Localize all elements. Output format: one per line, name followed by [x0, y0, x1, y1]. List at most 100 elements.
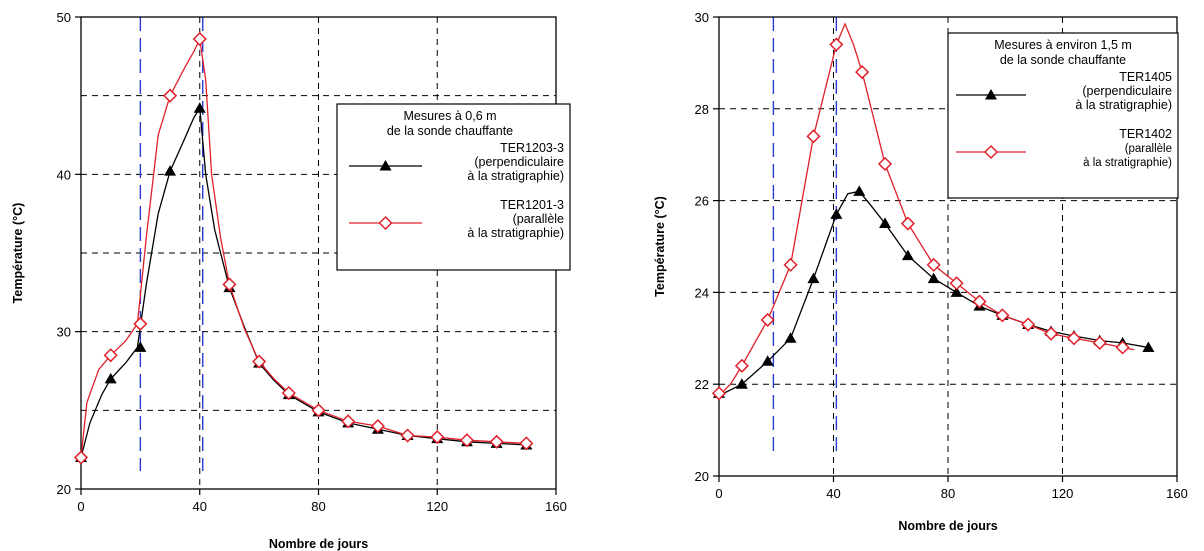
- legend-entry-text: (parallèle: [513, 212, 564, 226]
- x-axis-label: Nombre de jours: [269, 537, 368, 551]
- series-1-point: [430, 430, 445, 445]
- series-0-point: [950, 286, 963, 297]
- x-axis-label: Nombre de jours: [898, 519, 997, 533]
- series-1-point: [783, 257, 798, 272]
- x-tick-label: 80: [311, 499, 325, 514]
- legend-entry-text: (perpendiculaire: [474, 155, 564, 169]
- legend-header: de la sonde chauffante: [387, 124, 513, 138]
- series-group: [711, 22, 1155, 401]
- series-1-point: [519, 436, 534, 451]
- y-tick-label: 40: [57, 167, 71, 182]
- y-tick-label: 30: [57, 325, 71, 340]
- phase-lines: [139, 17, 204, 471]
- x-tick-label: 160: [1166, 486, 1188, 501]
- legend-marker-1: [378, 215, 393, 231]
- legend-entry-text: à la stratigraphie): [1083, 157, 1172, 169]
- x-tick-label: 80: [941, 486, 955, 501]
- legend-entry-text: à la stratigraphie): [1075, 98, 1172, 112]
- legend-entry-text: (parallèle: [1125, 143, 1172, 155]
- x-tick-label: 120: [1052, 486, 1074, 501]
- series-1-point: [252, 354, 267, 369]
- y-tick-label: 20: [695, 469, 709, 484]
- series-1-point: [734, 358, 749, 373]
- axis-ticks: 0 40 80 120 160 20 22 24 26 28 30: [695, 10, 1188, 501]
- y-tick-label: 26: [695, 194, 709, 209]
- legend-header: Mesures à environ 1,5 m: [994, 38, 1132, 52]
- legend-entry-text: (perpendiculaire: [1082, 84, 1172, 98]
- series-1-point: [163, 88, 178, 103]
- y-axis-label: Température (°C): [653, 196, 667, 297]
- x-tick-label: 40: [193, 499, 207, 514]
- series-1-point: [1066, 331, 1082, 346]
- x-tick-label: 160: [545, 499, 567, 514]
- series-1-point: [829, 37, 844, 52]
- series-1-point: [1115, 340, 1130, 355]
- phase-lines: [772, 17, 838, 458]
- series-1-point: [370, 419, 385, 434]
- series-1-point: [877, 156, 893, 171]
- legend-marker-0: [379, 160, 392, 171]
- series-0-line: [80, 106, 527, 458]
- legend: Mesures à environ 1,5 mde la sonde chauf…: [947, 32, 1179, 199]
- legend-marker-0: [985, 89, 997, 100]
- y-tick-label: 22: [695, 377, 709, 392]
- x-tick-label: 0: [77, 499, 84, 514]
- series-0-point: [164, 165, 177, 176]
- series-1-point: [281, 385, 296, 401]
- series-1-point: [133, 316, 148, 331]
- series-0-point: [879, 217, 892, 229]
- series-0-line: [718, 190, 1149, 397]
- series-0-point: [134, 341, 147, 352]
- series-1-line: [80, 36, 527, 458]
- series-1-point: [73, 450, 89, 465]
- series-0-point: [761, 355, 774, 366]
- series-1-point: [222, 277, 237, 292]
- series-1-point: [972, 294, 987, 309]
- legend-entry-text: TER1402: [1119, 127, 1172, 141]
- series-1-point: [855, 65, 870, 80]
- axis-ticks: 0 40 80 120 160 20 30 40 50: [57, 10, 567, 514]
- series-1-point: [459, 433, 474, 448]
- chart-right: 0 40 80 120 160 20 22 24 26 28 30 Mesures à enviro…: [653, 10, 1188, 533]
- series-1-point: [900, 216, 915, 231]
- series-1-point: [103, 348, 118, 363]
- series-group: [73, 31, 534, 465]
- series-0-point: [104, 372, 117, 384]
- series-0-point: [853, 185, 866, 196]
- series-1-point: [311, 403, 326, 418]
- series-0-point: [807, 272, 820, 284]
- series-0-point: [735, 378, 748, 389]
- legend-box: [947, 32, 1179, 199]
- series-1-point: [1021, 317, 1036, 332]
- series-1-point: [341, 414, 356, 429]
- y-tick-label: 30: [695, 10, 709, 25]
- series-1-point: [711, 386, 727, 401]
- y-axis-label: Température (°C): [11, 203, 25, 304]
- series-1-point: [489, 434, 504, 449]
- chart-left: 0 40 80 120 160 20 30 40 50 Mesures à 0,6 mde la…: [11, 10, 571, 551]
- legend-entry-text: TER1203-3: [500, 141, 564, 155]
- series-0-point: [901, 249, 914, 261]
- series-0-point: [193, 102, 206, 113]
- series-1-point: [192, 31, 207, 47]
- legend-entry-text: à la stratigraphie): [467, 169, 564, 183]
- series-1-point: [760, 312, 775, 328]
- legend-box: [336, 103, 571, 271]
- series-1-point: [949, 276, 964, 291]
- legend-marker-1: [983, 144, 999, 160]
- series-0-point: [927, 272, 940, 284]
- series-1-point: [1043, 326, 1059, 341]
- series-0-point: [830, 208, 843, 219]
- series-1-point: [806, 129, 821, 144]
- legend-header: Mesures à 0,6 m: [403, 109, 496, 123]
- x-tick-label: 40: [826, 486, 840, 501]
- x-tick-label: 0: [715, 486, 722, 501]
- series-0-point: [1142, 341, 1155, 352]
- legend-entry-text: à la stratigraphie): [467, 226, 564, 240]
- legend: Mesures à 0,6 mde la sonde chauffante TER…: [336, 103, 571, 271]
- legend-header: de la sonde chauffante: [1000, 53, 1126, 67]
- series-1-point: [995, 308, 1010, 323]
- y-tick-label: 50: [57, 10, 71, 25]
- x-tick-label: 120: [426, 499, 448, 514]
